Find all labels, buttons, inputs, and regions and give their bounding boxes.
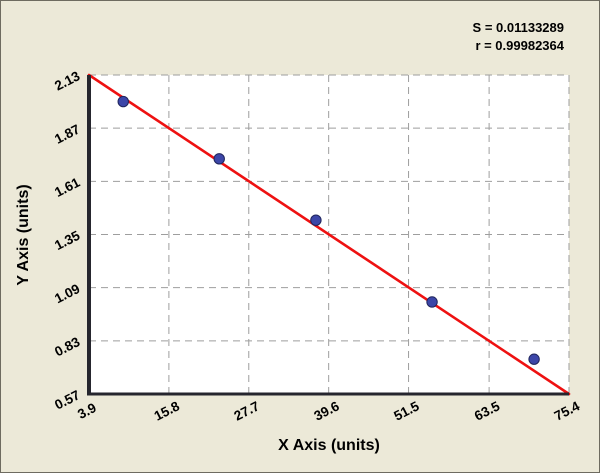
y-tick-label: 0.83 [52,334,83,360]
stat-s-value: S = 0.01133289 [473,20,564,35]
data-point [426,296,438,308]
data-point [213,153,225,165]
regression-line [87,73,571,396]
chart-generated-layer: 3.9 15.8 27.7 39.6 51.5 63.5 75.40.570.831.091… [52,68,582,424]
x-axis-title: X Axis (units) [278,437,380,454]
y-tick-label: 2.13 [52,68,83,94]
y-axis-title: Y Axis (units) [15,184,32,285]
y-tick-label: 1.09 [52,281,82,306]
y-tick-label: 1.35 [52,228,83,254]
x-tick-label: 3.9 [75,400,99,422]
data-point [310,214,322,226]
x-tick-label: 27.7 [232,398,262,423]
data-point [117,95,129,108]
stat-r-value: r = 0.99982364 [475,38,564,53]
x-tick-label: 63.5 [472,398,503,424]
y-tick-label: 1.61 [52,174,83,200]
data-point [528,353,540,365]
x-tick-label: 39.6 [312,398,343,424]
x-tick-label: 75.4 [552,398,583,424]
x-tick-label: 15.8 [152,398,183,424]
x-tick-label: 51.5 [391,398,422,424]
y-tick-label: 1.87 [52,121,82,146]
